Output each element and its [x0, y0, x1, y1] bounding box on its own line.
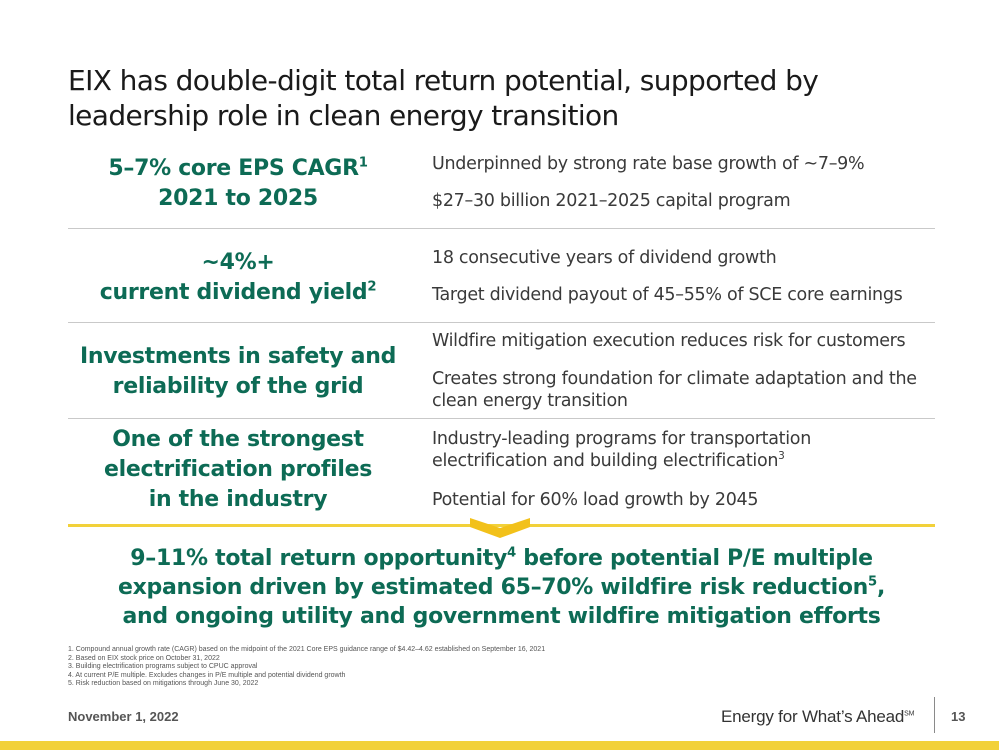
- row-safety-reliability: Investments in safety and reliability of…: [68, 328, 935, 418]
- point-text: 18 consecutive years of dividend growth: [432, 248, 777, 268]
- footnotes: 1. Compound annual growth rate (CAGR) ba…: [68, 646, 928, 689]
- summary-text: expansion driven by estimated 65–70% wil…: [117, 575, 869, 600]
- row-divider: [68, 322, 935, 323]
- summary-divider: [68, 524, 935, 527]
- headline-line: ~4%+: [201, 250, 275, 275]
- footer-date: November 1, 2022: [68, 709, 179, 724]
- point-text: $27–30 billion 2021–2025 capital program: [432, 191, 791, 211]
- summary-text: 9–11% total return opportunity: [130, 546, 508, 571]
- row-divider: [68, 418, 935, 419]
- row-headline: ~4%+ current dividend yield2: [68, 248, 408, 308]
- row-headline: 5–7% core EPS CAGR1 2021 to 2025: [68, 154, 408, 214]
- headline-line: One of the strongest: [112, 427, 364, 452]
- footnote: 4. At current P/E multiple. Excludes cha…: [68, 671, 346, 679]
- headline-line: 5–7% core EPS CAGR: [108, 156, 359, 181]
- row-electrification: One of the strongest electrification pro…: [68, 424, 935, 520]
- headline-line: 2021 to 2025: [158, 186, 318, 211]
- summary-text: before potential P/E multiple: [515, 546, 873, 571]
- headline-line: electrification profiles: [103, 457, 372, 482]
- footnote: 5. Risk reduction based on mitigations t…: [68, 680, 259, 687]
- point-text: Target dividend payout of 45–55% of SCE …: [432, 285, 903, 305]
- footer-separator: [934, 697, 935, 733]
- row-headline: Investments in safety and reliability of…: [68, 342, 408, 402]
- service-mark: SM: [904, 710, 915, 718]
- footnote: 3. Building electrification programs sub…: [68, 663, 258, 670]
- point-text: Potential for 60% load growth by 2045: [432, 490, 759, 510]
- chevron-down-icon: [470, 518, 530, 538]
- total-return-summary: 9–11% total return opportunity4 before p…: [68, 544, 935, 631]
- row-headline: One of the strongest electrification pro…: [68, 425, 408, 515]
- point-text: Creates strong foundation for climate ad…: [432, 369, 917, 411]
- footnote-ref: 4: [507, 545, 516, 561]
- footnote: 1. Compound annual growth rate (CAGR) ba…: [68, 646, 546, 653]
- summary-text: ,: [876, 575, 885, 600]
- summary-text: and ongoing utility and government wildf…: [122, 604, 881, 629]
- headline-line: current dividend yield: [99, 280, 368, 305]
- page-number: 13: [951, 709, 966, 724]
- headline-line: reliability of the grid: [112, 374, 364, 399]
- row-eps-cagr: 5–7% core EPS CAGR1 2021 to 2025 Underpi…: [68, 150, 935, 230]
- row-dividend-yield: ~4%+ current dividend yield2 18 consecut…: [68, 244, 935, 324]
- headline-line: Investments in safety and: [79, 344, 397, 369]
- footnote-ref: 3: [778, 450, 785, 463]
- point-text: Wildfire mitigation execution reduces ri…: [432, 331, 906, 351]
- bottom-accent-bar: [0, 741, 999, 750]
- footnote-ref: 1: [358, 155, 368, 171]
- row-divider: [68, 228, 935, 229]
- footnote-ref: 2: [367, 279, 377, 295]
- footnote-ref: 5: [868, 574, 877, 590]
- footer-tagline: Energy for What’s AheadSM: [721, 707, 915, 726]
- slide-title: EIX has double-digit total return potent…: [68, 63, 819, 132]
- headline-line: in the industry: [148, 487, 328, 512]
- point-text: Industry-leading programs for transporta…: [432, 429, 811, 471]
- footnote: 2. Based on EIX stock price on October 3…: [68, 654, 220, 662]
- point-text: Underpinned by strong rate base growth o…: [432, 154, 865, 174]
